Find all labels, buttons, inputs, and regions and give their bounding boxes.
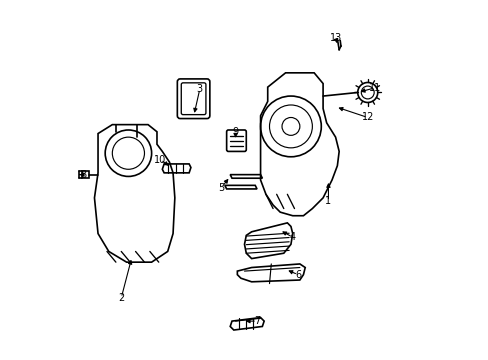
Text: 13: 13 xyxy=(329,33,341,43)
Text: 9: 9 xyxy=(232,127,238,137)
Text: 4: 4 xyxy=(289,232,295,242)
Text: 12: 12 xyxy=(361,112,373,122)
Text: 7: 7 xyxy=(253,316,260,326)
Text: 8: 8 xyxy=(80,170,86,180)
Text: 3: 3 xyxy=(196,84,203,94)
Text: 2: 2 xyxy=(118,293,124,303)
Text: 10: 10 xyxy=(154,155,166,165)
Text: 5: 5 xyxy=(218,183,224,193)
Text: 6: 6 xyxy=(294,270,301,280)
Text: 11: 11 xyxy=(368,83,380,93)
Text: 1: 1 xyxy=(325,197,331,206)
